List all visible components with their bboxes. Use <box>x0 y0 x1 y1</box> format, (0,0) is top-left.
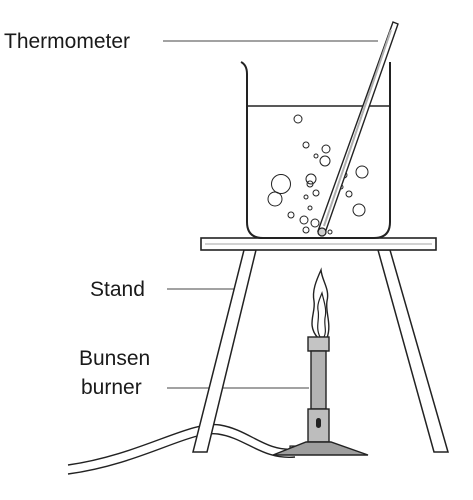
label-bunsen-line1: Bunsen <box>79 347 150 370</box>
bubbles <box>267 114 369 235</box>
stand-leg-right <box>377 249 449 453</box>
label-stand: Stand <box>90 278 145 301</box>
bunsen-burner <box>272 267 369 456</box>
stand-leg-left <box>192 249 257 453</box>
thermometer-column <box>323 29 392 227</box>
thermometer <box>317 21 399 237</box>
burner-air-hole <box>316 418 321 428</box>
burner-barrel <box>310 350 327 410</box>
burner-flame-inner <box>317 290 327 338</box>
burner-base <box>272 441 369 456</box>
beaker <box>240 61 391 239</box>
burner-collar <box>307 336 330 352</box>
thermometer-bulb <box>317 227 327 237</box>
label-thermometer: Thermometer <box>4 30 130 53</box>
tripod-stand <box>192 237 449 453</box>
label-bunsen-line2: burner <box>81 376 142 399</box>
rubber-tube <box>67 423 296 475</box>
beaker-glass <box>240 61 391 239</box>
